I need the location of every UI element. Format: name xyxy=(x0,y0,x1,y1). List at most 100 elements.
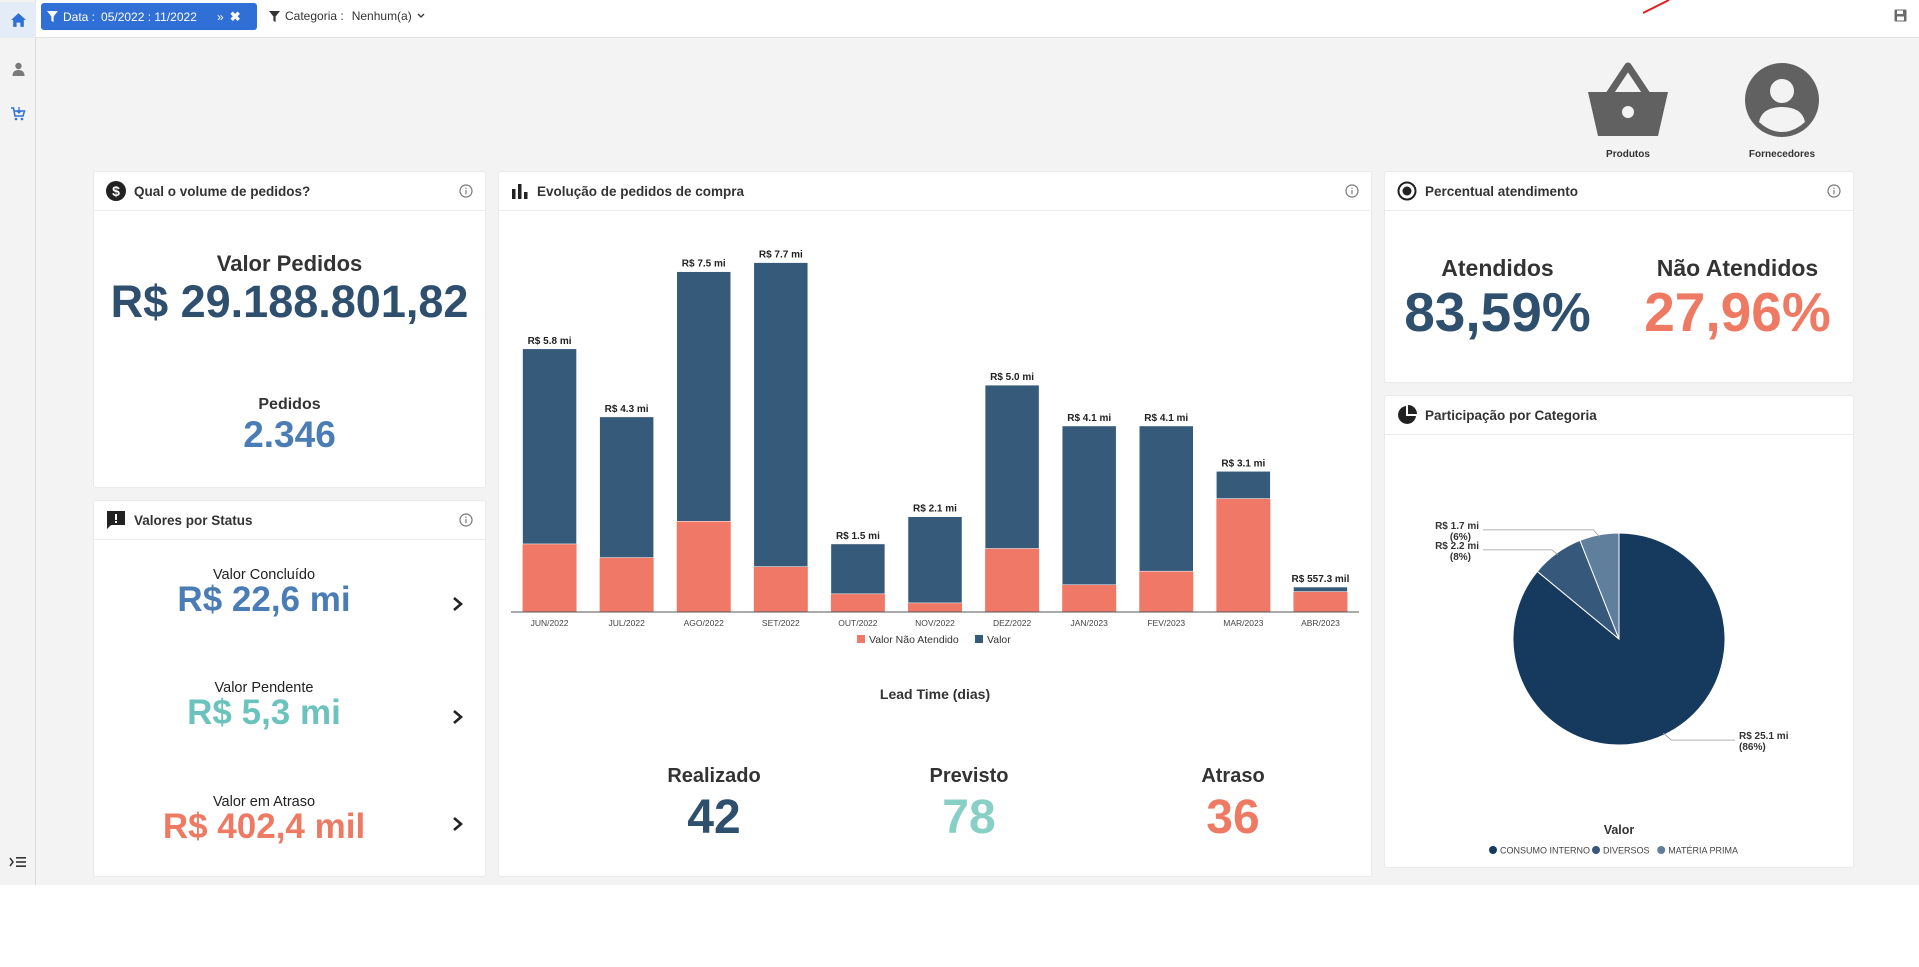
x-tick-label: FEV/2023 xyxy=(1147,618,1185,628)
home-nav-button[interactable] xyxy=(0,2,36,38)
x-tick-label: DEZ/2022 xyxy=(993,618,1032,628)
pie-data-label-line: R$ 25.1 mi xyxy=(1739,731,1789,742)
account-circle-icon xyxy=(1745,63,1819,137)
home-icon xyxy=(10,13,26,27)
card-title: Percentual atendimento xyxy=(1425,183,1579,199)
bar-segment-unattended xyxy=(1216,498,1271,612)
x-tick-label: ABR/2023 xyxy=(1301,618,1340,628)
bar-segment-unattended xyxy=(753,566,808,612)
status-values-card: Valores por Status Valor Concluído R$ 22… xyxy=(93,500,486,877)
chevron-down-icon xyxy=(417,13,425,18)
card-title: Qual o volume de pedidos? xyxy=(134,183,311,199)
pie-chart-icon xyxy=(1398,405,1417,424)
bar-data-label: R$ 557.3 mil xyxy=(1292,574,1350,585)
legend-swatch xyxy=(1489,846,1497,854)
products-link[interactable]: Produtos xyxy=(1568,62,1688,160)
pie-data-label-line: (6%) xyxy=(1450,532,1471,543)
pie-data-label-line: R$ 2.2 mi xyxy=(1435,541,1479,552)
chevron-right-icon[interactable] xyxy=(452,596,464,612)
legend-label: DIVERSOS xyxy=(1603,846,1650,856)
info-icon[interactable] xyxy=(459,184,473,198)
bar-chart-icon xyxy=(512,184,528,199)
date-filter-clear-button[interactable]: ✖ xyxy=(229,8,241,24)
card-header: Evolução de pedidos de compra xyxy=(499,172,1371,211)
bar-segment-unattended xyxy=(599,557,654,612)
legend-label: CONSUMO INTERNO xyxy=(1500,846,1590,856)
chart-legend: Valor Não Atendido Valor xyxy=(857,634,1011,646)
suppliers-link[interactable]: Fornecedores xyxy=(1722,62,1842,160)
bar-data-label: R$ 5.8 mi xyxy=(528,336,572,347)
chevron-right-icon[interactable] xyxy=(452,816,464,832)
bar-segment-value xyxy=(1139,425,1194,572)
not-served-label: Não Atendidos xyxy=(1656,255,1819,281)
filter-icon xyxy=(47,11,58,22)
status-row-completed[interactable]: Valor Concluído R$ 22,6 mi xyxy=(94,567,485,637)
feedback-icon xyxy=(107,511,125,529)
card-header: Valores por Status xyxy=(94,501,485,540)
save-button[interactable] xyxy=(1894,9,1907,27)
bar-segment-value xyxy=(599,416,654,558)
served-label: Atendidos xyxy=(1441,255,1554,281)
cart-icon xyxy=(11,107,26,121)
save-icon xyxy=(1894,9,1907,22)
bar-segment-unattended xyxy=(985,548,1040,612)
x-tick-label: AGO/2022 xyxy=(684,618,724,628)
bar-segment-value xyxy=(830,543,886,595)
category-pie-chart: R$ 25.1 mi (86%)R$ 2.2 mi (8%)R$ 1.7 mi (6%… xyxy=(1435,521,1789,856)
expand-menu-button[interactable] xyxy=(0,844,36,880)
category-share-card: Participação por Categoria R$ 25.1 mi (86… xyxy=(1384,395,1854,868)
pie-data-label-line: (8%) xyxy=(1450,552,1471,563)
date-filter-more[interactable]: » xyxy=(217,9,224,24)
status-row-overdue[interactable]: Valor em Atraso R$ 402,4 mil xyxy=(94,794,485,864)
chevron-right-icon[interactable] xyxy=(452,709,464,725)
expand-menu-icon xyxy=(9,857,26,867)
lead-time-label: Atraso xyxy=(1201,765,1265,787)
attendance-percent-card: Percentual atendimento Atendidos 83,59% … xyxy=(1384,171,1854,383)
user-icon xyxy=(12,62,24,76)
order-value: R$ 29.188.801,82 xyxy=(110,276,469,327)
bar-data-label: R$ 4.3 mi xyxy=(605,404,649,415)
status-row-pending[interactable]: Valor Pendente R$ 5,3 mi xyxy=(94,680,485,750)
status-label: Valor Pendente xyxy=(214,680,314,696)
user-nav-button[interactable] xyxy=(0,51,36,87)
card-header: Percentual atendimento xyxy=(1385,172,1853,211)
info-icon[interactable] xyxy=(459,513,473,527)
lead-time-title: Lead Time (dias) xyxy=(879,686,991,702)
pie-data-label: R$ 2.2 mi (8%) xyxy=(1435,541,1479,563)
card-header: $ Qual o volume de pedidos? xyxy=(94,172,485,211)
info-icon[interactable] xyxy=(1345,184,1359,198)
category-filter[interactable]: Categoria : Nenhum(a) xyxy=(269,9,426,23)
date-filter-value: 05/2022 : 11/2022 xyxy=(101,9,197,24)
card-title: Evolução de pedidos de compra xyxy=(537,183,745,199)
bar-segment-value xyxy=(1216,471,1271,499)
lead-time-value: 36 xyxy=(1206,791,1260,844)
orders-volume-card: $ Qual o volume de pedidos? Valor Pedido… xyxy=(93,171,486,488)
filter-bar: Data : 05/2022 : 11/2022 » ✖ Categoria :… xyxy=(36,0,1919,38)
radio-target-icon xyxy=(1397,181,1417,201)
status-value: R$ 22,6 mi xyxy=(177,580,351,619)
bar-data-label: R$ 2.1 mi xyxy=(913,504,957,515)
category-filter-label: Categoria : xyxy=(285,9,344,23)
status-value: R$ 402,4 mil xyxy=(162,807,366,846)
status-label: Valor em Atraso xyxy=(212,794,316,810)
info-icon[interactable] xyxy=(1827,184,1841,198)
bar-data-label: R$ 4.1 mi xyxy=(1067,413,1111,424)
bar-segment-unattended xyxy=(1139,571,1194,612)
cart-nav-button[interactable] xyxy=(0,96,36,132)
legend-swatch xyxy=(1657,846,1666,854)
pie-leader-line xyxy=(1483,549,1559,556)
pie-leader-line xyxy=(1483,529,1600,538)
date-filter-label: Data : xyxy=(63,9,96,24)
bar-segment-value xyxy=(1061,425,1117,586)
x-tick-label: MAR/2023 xyxy=(1223,618,1263,628)
bar-data-label: R$ 5.0 mi xyxy=(990,372,1034,383)
dollar-circle-icon: $ xyxy=(106,181,126,201)
pie-data-label: R$ 25.1 mi (86%) xyxy=(1739,731,1789,753)
bar-segment-unattended xyxy=(676,521,731,612)
date-filter-chip[interactable]: Data : 05/2022 : 11/2022 » ✖ xyxy=(41,3,257,30)
pie-data-label: R$ 1.7 mi (6%) xyxy=(1435,521,1479,543)
legend-swatch xyxy=(857,635,865,643)
x-tick-label: NOV/2022 xyxy=(915,618,955,628)
legend-label: Valor xyxy=(987,634,1011,646)
lead-time-realized: Realizado 42 xyxy=(594,765,834,845)
